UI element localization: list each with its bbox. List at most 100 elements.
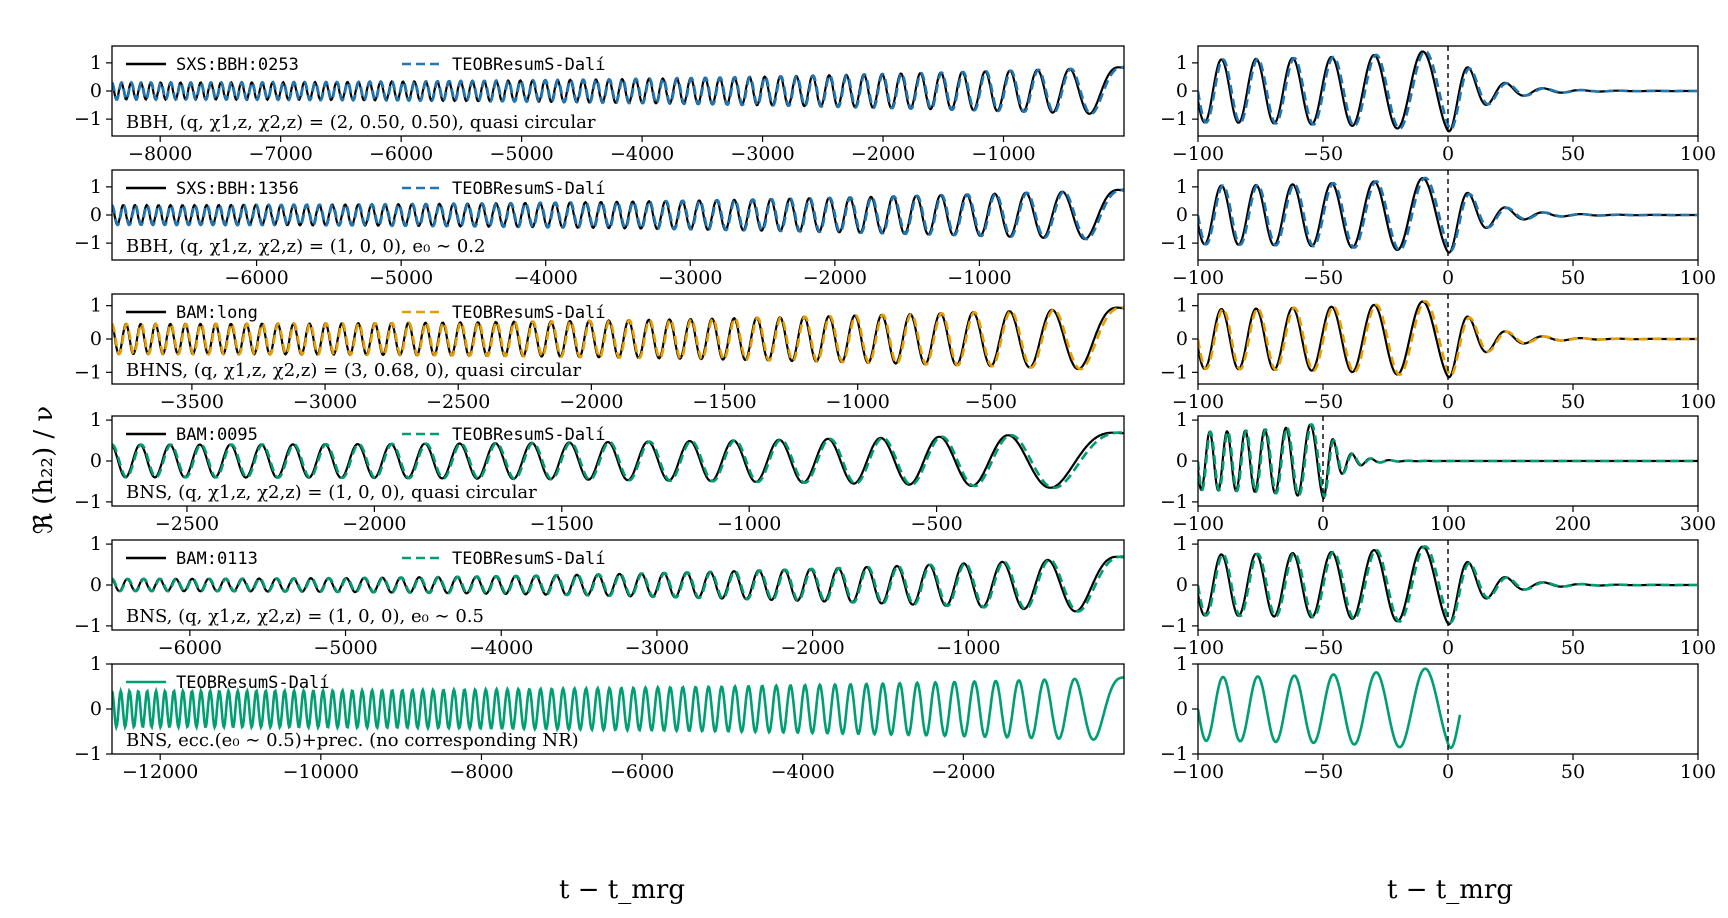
r1-left-axes: −8000 −7000 −6000 −5000 −4000 −3000 −2000 −1000… <box>74 45 1125 165</box>
x-tick-label: −1000 <box>936 637 1000 659</box>
y-tick-label: 0 <box>1176 450 1188 472</box>
r1-right-axes: −100 −50 0 50 100 −1 0 1 <box>1160 45 1716 165</box>
y-tick-label: 0 <box>90 450 102 472</box>
right-panel-frame <box>1197 293 1699 385</box>
x-tick-label: 50 <box>1561 761 1585 783</box>
series-eob-line <box>112 188 1124 241</box>
x-tick-label: −3000 <box>625 637 689 659</box>
y-tick-label: 1 <box>1176 176 1188 198</box>
r3-right-axes: −100 −50 0 50 100 −1 0 1 <box>1160 293 1716 413</box>
y-tick-label: −1 <box>1160 108 1188 130</box>
legend-nr-label: BAM:0095 <box>176 425 258 445</box>
x-tick-label: −50 <box>1303 143 1343 165</box>
x-tick-label: −5000 <box>489 143 553 165</box>
r5-right-axes: −100 −50 0 50 100 −1 0 1 <box>1160 533 1716 659</box>
legend-nr-label: SXS:BBH:0253 <box>176 55 299 75</box>
x-tick-label: −50 <box>1303 637 1343 659</box>
y-tick-label: 0 <box>90 574 102 596</box>
r6-left-series <box>112 676 1124 741</box>
x-tick-label: −6000 <box>158 637 222 659</box>
x-tick-label: 0 <box>1317 513 1329 535</box>
x-tick-label: −1000 <box>826 391 890 413</box>
x-tick-label: −100 <box>1172 761 1224 783</box>
legend-eob-label: TEOBResumS-Dalí <box>452 179 606 199</box>
y-tick-label: −1 <box>74 615 102 637</box>
r2-left-axes: −6000 −5000 −4000 −3000 −2000 −1000 −1 0 1 SXS:BB… <box>74 169 1125 289</box>
r2-left-series <box>112 188 1124 241</box>
x-tick-label: 50 <box>1561 637 1585 659</box>
x-tick-label: −500 <box>965 391 1017 413</box>
y-tick-label: 1 <box>90 52 102 74</box>
series-eob-line <box>1198 667 1462 750</box>
left-panel-frame <box>111 45 1125 137</box>
panel-annotation: BNS, (q, χ1,z, χ2,z) = (1, 0, 0), e₀ ∼ 0… <box>126 606 484 627</box>
x-tick-label: −2000 <box>931 761 995 783</box>
x-tick-label: 100 <box>1680 143 1716 165</box>
x-tick-label: −50 <box>1303 391 1343 413</box>
x-tick-label: −6000 <box>610 761 674 783</box>
x-tick-label: −2500 <box>155 513 219 535</box>
right-panel-frame <box>1197 45 1699 137</box>
x-tick-label: −1500 <box>530 513 594 535</box>
legend-eob-label: TEOBResumS-Dalí <box>452 425 606 445</box>
x-tick-label: −5000 <box>313 637 377 659</box>
r4-left-series <box>112 431 1124 490</box>
y-tick-label: 1 <box>90 176 102 198</box>
panel-annotation: BBH, (q, χ1,z, χ2,z) = (1, 0, 0), e₀ ∼ 0… <box>126 236 485 257</box>
x-tick-label: 100 <box>1680 391 1716 413</box>
x-tick-label: −4000 <box>771 761 835 783</box>
y-tick-label: 0 <box>1176 574 1188 596</box>
y-tick-label: 0 <box>1176 328 1188 350</box>
x-tick-label: −3000 <box>293 391 357 413</box>
x-tick-label: 100 <box>1680 267 1716 289</box>
r4-right-axes: −100 0 100 200 300 −1 0 1 <box>1160 409 1716 535</box>
legend-eob-label: TEOBResumS-Dalí <box>176 673 330 693</box>
r2-right-axes: −100 −50 0 50 100 −1 0 1 <box>1160 169 1716 289</box>
y-tick-label: 0 <box>90 328 102 350</box>
x-axis-label-left: t − t_mrg <box>559 875 685 905</box>
x-tick-label: −1000 <box>717 513 781 535</box>
x-tick-label: −1500 <box>692 391 756 413</box>
y-tick-label: 0 <box>1176 698 1188 720</box>
r3-left-series <box>112 306 1124 371</box>
x-tick-label: 100 <box>1430 513 1466 535</box>
series-eob-line <box>112 65 1124 116</box>
series-eob-line <box>112 431 1124 490</box>
x-tick-label: −10000 <box>283 761 359 783</box>
y-tick-label: −1 <box>1160 491 1188 513</box>
left-panel-frame <box>111 663 1125 755</box>
left-panel-frame <box>111 415 1125 507</box>
x-tick-label: 50 <box>1561 391 1585 413</box>
x-tick-label: 200 <box>1555 513 1591 535</box>
left-panel-frame <box>111 539 1125 631</box>
x-tick-label: −500 <box>910 513 962 535</box>
x-tick-label: −100 <box>1172 637 1224 659</box>
series-eob-line <box>112 306 1124 371</box>
legend-nr-label: SXS:BBH:1356 <box>176 179 299 199</box>
series-nr-line <box>112 555 1124 613</box>
r6-left-axes: −12000 −10000 −8000 −6000 −4000 −2000 −1 0 1 TEOB… <box>74 653 1125 783</box>
y-tick-label: −1 <box>74 108 102 130</box>
y-tick-label: −1 <box>74 491 102 513</box>
x-tick-label: −2000 <box>780 637 844 659</box>
x-tick-label: −4000 <box>514 267 578 289</box>
legend-eob-label: TEOBResumS-Dalí <box>452 303 606 323</box>
x-tick-label: −100 <box>1172 513 1224 535</box>
legend-eob-label: TEOBResumS-Dalí <box>452 55 606 75</box>
x-tick-label: 50 <box>1561 143 1585 165</box>
x-tick-label: −2000 <box>851 143 915 165</box>
legend-nr-label: BAM:long <box>176 303 258 323</box>
x-tick-label: −3000 <box>730 143 794 165</box>
y-tick-label: −1 <box>1160 743 1188 765</box>
x-tick-label: 0 <box>1442 761 1454 783</box>
y-tick-label: 0 <box>1176 204 1188 226</box>
y-tick-label: −1 <box>1160 232 1188 254</box>
y-tick-label: 1 <box>1176 52 1188 74</box>
x-tick-label: −50 <box>1303 267 1343 289</box>
x-tick-label: −2000 <box>559 391 623 413</box>
right-panel-frame <box>1197 169 1699 261</box>
right-panel-frame <box>1197 663 1699 755</box>
legend-eob-label: TEOBResumS-Dalí <box>452 549 606 569</box>
r5-left-axes: −6000 −5000 −4000 −3000 −2000 −1000 −1 0 1 BAM:01… <box>74 533 1125 659</box>
y-tick-label: 1 <box>1176 409 1188 431</box>
